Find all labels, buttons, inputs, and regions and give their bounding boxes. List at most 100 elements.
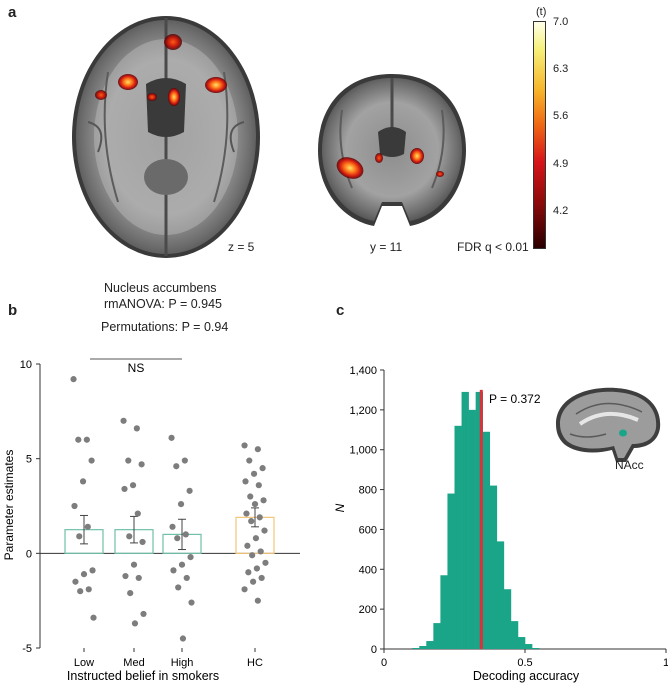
chart-b-ylabel: Parameter estimates	[2, 450, 16, 561]
chart-b-xtick-label-med: Med	[123, 657, 144, 669]
chart-b-point	[250, 578, 257, 585]
chart-b-point	[255, 482, 262, 489]
chart-b-point	[252, 535, 260, 542]
chart-b-point	[261, 527, 268, 534]
chart-c-hist-bar	[419, 646, 427, 649]
chart-b-point	[170, 567, 177, 574]
chart-b-point	[130, 561, 138, 568]
chart-c-hist-bar	[510, 621, 519, 649]
chart-c-ytick-label-5: 1,000	[349, 445, 377, 457]
chart-b-point	[135, 574, 142, 582]
region-label: Nucleus accumbens	[104, 281, 217, 295]
coronal-slice-label: y = 11	[370, 240, 403, 254]
chart-b-point	[247, 493, 254, 500]
chart-b-point	[251, 501, 259, 508]
chart-b-point	[186, 487, 193, 494]
chart-b-point	[72, 578, 79, 585]
chart-b-point	[242, 478, 249, 485]
chart-b-point	[256, 514, 263, 521]
chart-c-hist-bar	[433, 623, 441, 649]
chart-b-sig-label: NS	[128, 361, 145, 375]
colorbar	[533, 21, 546, 249]
chart-b-point	[168, 434, 175, 441]
chart-c-hist-bar	[447, 493, 455, 649]
chart-c-hist-bar	[440, 575, 448, 649]
chart-b-xtick-label-low: Low	[74, 657, 94, 669]
chart-b-point	[77, 588, 84, 595]
chart-c-hist-bar	[426, 641, 434, 649]
chart-b-point	[241, 442, 248, 449]
chart-b-point	[80, 571, 88, 578]
chart-b-point	[131, 620, 139, 627]
coronal-brain-slice	[318, 74, 466, 226]
chart-c-ylabel: N	[333, 503, 347, 512]
chart-c-hist-bar	[412, 648, 420, 649]
chart-b-point	[174, 535, 181, 542]
colorbar-tick-4: 4.2	[553, 205, 569, 217]
chart-b-point	[126, 533, 133, 540]
axial-slice-label: z = 5	[228, 240, 255, 254]
chart-b-point	[181, 457, 188, 464]
chart-c-ytick-label-1: 200	[359, 604, 377, 616]
panel-b-letter: b	[8, 302, 18, 319]
chart-b-ytick-label-2: 5	[26, 454, 32, 466]
histogram-decoding: N Decoding accuracy P = 0.372 0 200 400 600…	[333, 365, 668, 683]
chart-c-xtick-label-1: 0.5	[517, 657, 532, 669]
chart-b-point	[88, 457, 95, 464]
chart-b-point	[169, 523, 176, 530]
chart-c-ytick-label-6: 1,200	[349, 405, 377, 417]
chart-b-point	[121, 485, 128, 493]
chart-b-point	[250, 470, 258, 477]
chart-b-point	[187, 554, 194, 561]
chart-c-hist-bar	[525, 644, 533, 649]
chart-b-point	[75, 436, 82, 443]
chart-b-point	[254, 446, 261, 453]
chart-c-hist-bar	[489, 485, 498, 649]
colorbar-title: (t)	[536, 6, 547, 18]
nacc-marker	[619, 429, 627, 437]
chart-b-point	[83, 436, 90, 443]
inset-label: NAcc	[615, 458, 644, 472]
colorbar-tick-1: 6.3	[553, 63, 569, 75]
chart-c-hist-bar	[482, 431, 491, 649]
chart-b-point	[127, 589, 134, 597]
threshold-label: FDR q < 0.01	[457, 240, 529, 254]
chart-b-point	[182, 531, 189, 538]
chart-b-point	[173, 463, 180, 470]
chart-b-point	[262, 559, 269, 566]
axial-brain-slice	[72, 16, 260, 258]
panel-a-letter: a	[8, 4, 17, 21]
chart-c-p-label: P = 0.372	[489, 392, 541, 406]
panel-c-letter: c	[336, 302, 345, 319]
chart-b-point	[140, 610, 147, 618]
chart-c-xtick-label-0: 0	[381, 657, 387, 669]
chart-b-point	[138, 461, 145, 468]
chart-c-xlabel: Decoding accuracy	[473, 669, 580, 683]
rmanova-label: rmANOVA: P = 0.945	[104, 297, 222, 311]
colorbar-tick-0: 7.0	[553, 16, 569, 28]
chart-b-point	[253, 565, 260, 572]
chart-b-point	[249, 552, 256, 559]
chart-b-ytick-label-0: -5	[22, 643, 32, 655]
chart-b-point	[259, 465, 266, 472]
chart-c-ytick-label-4: 800	[359, 485, 377, 497]
chart-b-point	[245, 569, 252, 576]
chart-b-point	[85, 586, 92, 593]
bar-chart-nacc: Parameter estimates Instructed belief in…	[2, 358, 300, 683]
chart-b-point	[133, 425, 140, 432]
chart-b-point	[243, 510, 250, 517]
chart-b-point	[122, 572, 129, 580]
chart-c-hist-bar	[454, 425, 462, 649]
chart-b-xtick-label-hc: HC	[247, 657, 263, 669]
chart-c-hist-bar	[461, 391, 469, 649]
chart-c-ytick-label-3: 600	[359, 524, 377, 536]
chart-b-point	[183, 574, 190, 582]
chart-c-hist-bar	[475, 391, 483, 649]
chart-b-point	[258, 574, 265, 582]
chart-b-point	[188, 599, 195, 606]
chart-c-hist-bar	[468, 409, 476, 649]
chart-b-point	[175, 584, 182, 591]
chart-c-hist-bar	[532, 648, 540, 649]
chart-b-point	[260, 497, 267, 504]
chart-c-hist-bar	[517, 637, 526, 649]
